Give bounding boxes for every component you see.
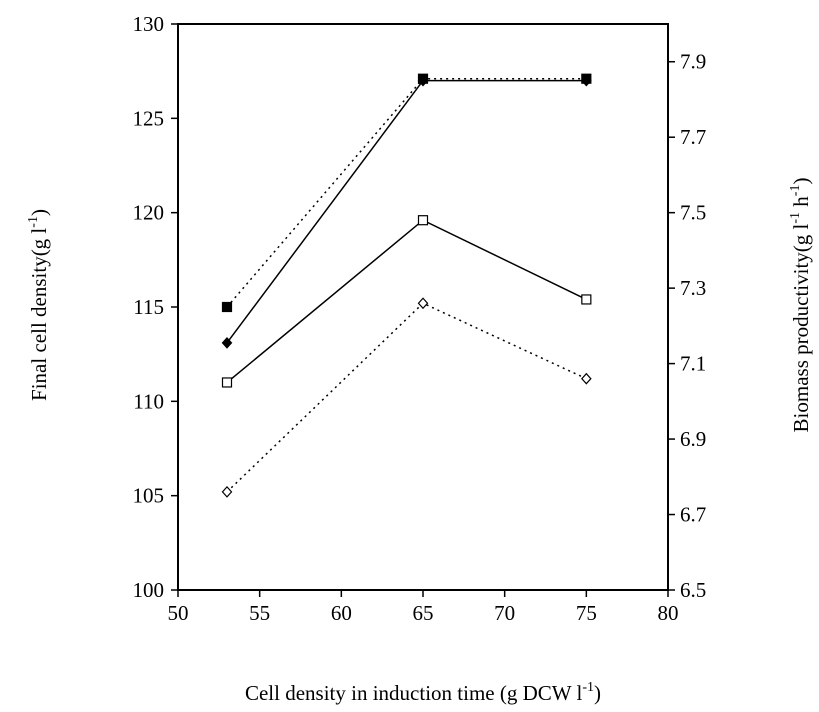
x-tick-label: 75 <box>576 601 597 625</box>
y2-tick-label: 6.7 <box>680 503 706 527</box>
x-tick-label: 50 <box>168 601 189 625</box>
y2-axis-label-part: ) <box>789 178 813 185</box>
y-axis-label-part: ) <box>27 209 51 216</box>
series-line <box>226 79 587 344</box>
x-tick-label: 55 <box>249 601 270 625</box>
y2-tick-label: 7.1 <box>680 352 706 376</box>
marker <box>221 301 233 313</box>
y2-tick-label: 7.9 <box>680 50 706 74</box>
y2-tick-label: 7.5 <box>680 201 706 225</box>
marker <box>417 215 429 226</box>
y2-axis-label-part: -1 <box>788 185 803 197</box>
x-axis-label-part: ) <box>594 681 601 705</box>
y2-tick-label: 6.9 <box>680 427 706 451</box>
x-tick-label: 60 <box>331 601 352 625</box>
marker <box>221 377 233 388</box>
marker <box>221 485 233 498</box>
x-axis-label-part: -1 <box>582 680 594 695</box>
y2-axis-label: Biomass productivity(g l-1 h-1) <box>788 178 813 433</box>
y-tick-label: 130 <box>133 12 165 36</box>
y2-tick-label: 7.3 <box>680 276 706 300</box>
y2-axis-label-part: -1 <box>788 212 803 224</box>
marker <box>221 336 233 349</box>
x-axis-label: Cell density in induction time (g DCW l-… <box>245 680 601 705</box>
y-axis-label-part: -1 <box>26 216 41 228</box>
marker <box>581 372 592 385</box>
y-tick-label: 105 <box>133 484 165 508</box>
marker <box>581 294 592 305</box>
y-tick-label: 115 <box>133 295 164 319</box>
y2-axis-label-part: h <box>789 196 813 212</box>
y-axis-label: Final cell density(g l-1) <box>26 209 51 401</box>
series-line <box>226 302 587 493</box>
x-axis-label-part: Cell density in induction time (g DCW l <box>245 681 582 705</box>
y-axis-label-part: Final cell density(g l <box>27 228 51 401</box>
y2-axis-label-part: Biomass productivity(g l <box>789 223 813 432</box>
y-tick-label: 120 <box>133 201 165 225</box>
y-tick-label: 100 <box>133 578 165 602</box>
y-tick-label: 110 <box>133 389 164 413</box>
x-tick-label: 80 <box>658 601 679 625</box>
marker <box>581 74 592 87</box>
marker <box>417 74 429 87</box>
x-tick-label: 65 <box>413 601 434 625</box>
series-line <box>226 219 587 384</box>
y2-tick-label: 7.7 <box>680 125 706 149</box>
x-tick-label: 70 <box>494 601 515 625</box>
y-tick-label: 125 <box>133 106 165 130</box>
y2-tick-label: 6.5 <box>680 578 706 602</box>
marker <box>417 297 429 310</box>
